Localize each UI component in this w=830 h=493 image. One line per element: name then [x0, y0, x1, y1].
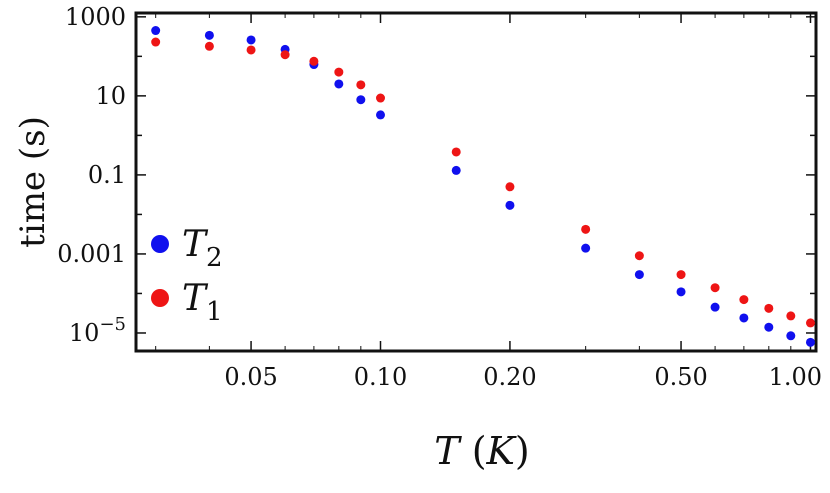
point-t1	[676, 270, 686, 280]
legend-label-t1: T1	[182, 278, 223, 327]
point-t1	[309, 56, 319, 66]
point-t1	[710, 283, 720, 293]
axis-titles: T (K) time (s)	[13, 116, 530, 473]
x-tick-label: 0.05	[224, 363, 277, 391]
legend-label-t2: T2	[182, 224, 223, 273]
point-t2	[246, 35, 256, 45]
point-t2	[710, 302, 720, 312]
y-tick-label: 10−5	[69, 314, 126, 347]
y-tick-label: 0.001	[57, 240, 126, 268]
point-t2	[581, 243, 591, 253]
legend-marker-t1	[151, 289, 169, 307]
point-t1	[280, 50, 290, 60]
point-t1	[634, 251, 644, 261]
axis-ticks: 0.05 0.10 0.20 0.50 1.00 1000 10 0.1 0.001 10−5	[57, 3, 822, 391]
y-tick-label: 10	[95, 82, 126, 110]
x-tick-label: 1.00	[769, 363, 822, 391]
point-t1	[786, 311, 796, 321]
point-t1	[764, 303, 774, 313]
point-t2	[764, 322, 774, 332]
point-t1	[451, 147, 461, 157]
x-tick-label: 0.50	[654, 363, 707, 391]
point-t1	[204, 41, 214, 51]
point-t1	[356, 80, 366, 90]
point-t1	[581, 224, 591, 234]
y-tick-label: 0.1	[88, 161, 126, 189]
point-t2	[334, 79, 344, 89]
point-t2	[505, 200, 515, 210]
x-axis-title: T (K)	[434, 429, 529, 473]
plot-frame	[134, 11, 818, 353]
point-t2	[676, 287, 686, 297]
y-axis-title: time (s)	[13, 116, 53, 248]
point-t2	[786, 331, 796, 341]
point-t1	[334, 67, 344, 77]
point-t2	[356, 95, 366, 105]
point-t1	[505, 182, 515, 192]
point-t2	[151, 26, 161, 36]
point-t2	[805, 337, 815, 347]
point-t1	[376, 93, 386, 103]
point-t2	[451, 165, 461, 175]
data-points	[151, 26, 815, 347]
point-t1	[805, 318, 815, 328]
x-tick-label: 0.20	[483, 363, 536, 391]
point-t1	[151, 37, 161, 47]
point-t2	[204, 30, 214, 40]
point-t2	[376, 110, 386, 120]
point-t1	[739, 295, 749, 305]
point-t1	[246, 45, 256, 55]
y-tick-label: 1000	[65, 3, 126, 31]
legend-marker-t2	[151, 235, 169, 253]
x-tick-label: 0.10	[354, 363, 407, 391]
point-t2	[634, 270, 644, 280]
point-t2	[739, 313, 749, 323]
